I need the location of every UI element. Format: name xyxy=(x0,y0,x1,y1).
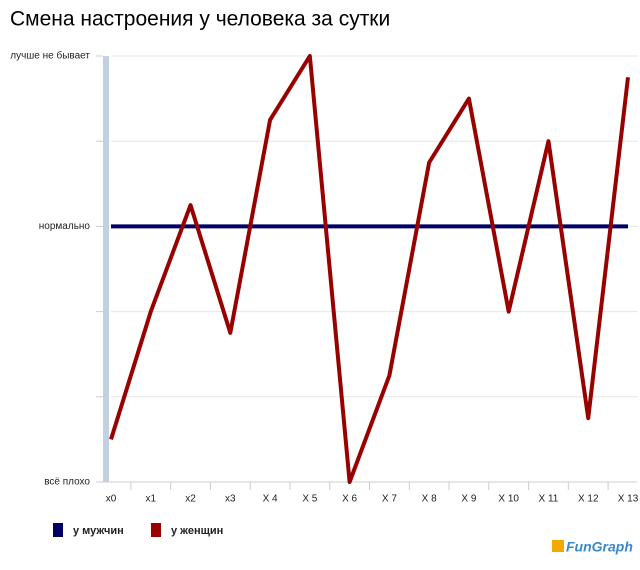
x-tick-label: X 4 xyxy=(263,494,278,505)
legend-label: у мужчин xyxy=(73,525,124,537)
x-tick-label: X 9 xyxy=(461,494,476,505)
logo-icon xyxy=(552,540,564,552)
x-tick-label: X 11 xyxy=(539,494,559,505)
y-tick-label: лучше не бывает xyxy=(10,50,90,62)
x-tick-label: x2 xyxy=(185,494,196,505)
line-series xyxy=(109,54,630,484)
x-tick-label: X 6 xyxy=(342,494,357,505)
watermark: FunGraph xyxy=(566,539,633,555)
x-tick-label: X 8 xyxy=(422,494,437,505)
y-tick-label: всё плохо xyxy=(44,477,90,488)
y-tick-label: нормально xyxy=(39,221,91,232)
x-tick-label: X 5 xyxy=(302,494,317,505)
legend-swatch xyxy=(151,523,161,537)
y-axis-bar xyxy=(103,56,109,482)
legend-label: у женщин xyxy=(171,525,223,537)
x-tick-label: X 12 xyxy=(578,494,599,505)
x-tick-label: X 7 xyxy=(382,494,397,505)
chart-title: Смена настроения у человека за сутки xyxy=(10,8,390,31)
legend-swatch xyxy=(53,523,63,537)
x-tick-label: x1 xyxy=(145,494,156,505)
x-tick-label: X 10 xyxy=(498,494,519,505)
x-tick-label: x3 xyxy=(225,494,236,505)
x-tick-label: x0 xyxy=(106,494,117,505)
x-tick-label: X 13 xyxy=(618,494,639,505)
